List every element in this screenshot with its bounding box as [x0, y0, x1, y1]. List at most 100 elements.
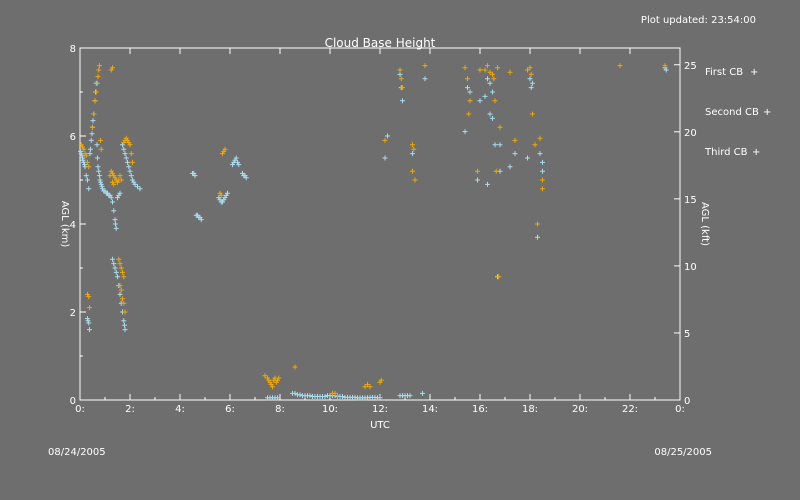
data-point [397, 71, 403, 77]
data-point [495, 65, 500, 71]
data-point [87, 151, 93, 157]
data-point [507, 69, 513, 75]
data-point [98, 179, 103, 185]
y-axis-left: 0 2 4 6 8 [70, 44, 86, 407]
legend-second-cb-symbol: + [763, 107, 771, 118]
data-point [83, 173, 89, 179]
data-point [111, 261, 117, 267]
data-point [117, 190, 123, 196]
data-point [117, 283, 123, 289]
data-point [95, 164, 101, 170]
data-point [663, 67, 669, 73]
data-point [95, 74, 101, 80]
data-point [192, 173, 198, 179]
data-point [111, 208, 117, 214]
data-point [512, 137, 518, 143]
x-tick-label: 18: [522, 404, 538, 415]
series-0 [78, 65, 669, 401]
y-tick-label-right: 25 [684, 61, 697, 72]
data-point [121, 146, 127, 152]
data-point [85, 159, 90, 165]
legend: First CB + Second CB + Third CB + [704, 67, 771, 158]
x-tick-label: 6: [225, 404, 235, 415]
data-point [91, 111, 97, 117]
data-point [462, 65, 468, 71]
data-point [198, 217, 204, 223]
data-point [485, 63, 490, 69]
data-point [122, 327, 128, 333]
data-point [128, 151, 134, 157]
data-point [340, 393, 345, 399]
data-point [83, 153, 89, 159]
data-point [477, 98, 483, 104]
x-tick-label: 22: [622, 404, 638, 415]
data-point [262, 373, 268, 379]
data-point [527, 76, 533, 82]
data-point [420, 390, 425, 396]
data-point [98, 137, 103, 143]
data-point [81, 146, 87, 152]
data-point [112, 217, 118, 223]
data-point [537, 135, 543, 141]
data-point [218, 192, 224, 198]
data-point [485, 76, 490, 82]
data-points [78, 63, 669, 401]
data-point [270, 384, 275, 390]
data-point [407, 393, 413, 399]
data-point [485, 181, 490, 187]
data-point [397, 67, 403, 73]
data-point [497, 142, 503, 148]
data-point [528, 85, 534, 91]
data-point [382, 137, 388, 143]
data-point [95, 80, 100, 86]
data-point [362, 384, 368, 390]
data-point [487, 69, 493, 75]
series-1 [78, 63, 668, 399]
data-point [108, 195, 114, 201]
x-tick-label: 0: [75, 404, 85, 415]
data-point [117, 261, 123, 267]
data-point [490, 89, 495, 95]
data-point [535, 221, 540, 227]
legend-third-cb: Third CB [704, 147, 748, 158]
data-point [135, 184, 140, 190]
y-tick-label-left: 8 [70, 44, 76, 55]
data-point [86, 320, 92, 326]
data-point [467, 98, 473, 104]
data-point [467, 89, 473, 95]
legend-first-cb: First CB [705, 67, 743, 78]
data-point [132, 181, 138, 187]
y-tick-label-right: 0 [684, 396, 690, 407]
x-tick-label: 12: [372, 404, 388, 415]
y-tick-label-right: 20 [684, 128, 697, 139]
data-point [465, 85, 470, 91]
legend-first-cb-symbol: + [750, 67, 758, 78]
data-point [400, 98, 405, 104]
plot-frame [79, 47, 681, 401]
data-point [477, 67, 483, 73]
data-point [88, 146, 93, 152]
data-point [422, 76, 428, 82]
data-point [115, 274, 120, 280]
data-point [96, 67, 102, 73]
data-point [112, 265, 118, 271]
data-point [466, 111, 472, 117]
data-point [110, 199, 115, 205]
data-point [617, 63, 623, 69]
data-point [385, 133, 390, 139]
data-point [95, 155, 100, 161]
data-point [462, 129, 468, 135]
data-point [377, 395, 383, 401]
x-tick-label: 10: [322, 404, 338, 415]
data-point [121, 318, 127, 324]
data-point [78, 148, 83, 154]
data-point [540, 186, 545, 192]
data-point [236, 162, 242, 168]
data-point [85, 318, 91, 324]
data-point [530, 111, 535, 117]
data-point [487, 111, 493, 117]
data-point [111, 181, 117, 187]
y-axis-label-left: AGL (km) [59, 201, 70, 248]
